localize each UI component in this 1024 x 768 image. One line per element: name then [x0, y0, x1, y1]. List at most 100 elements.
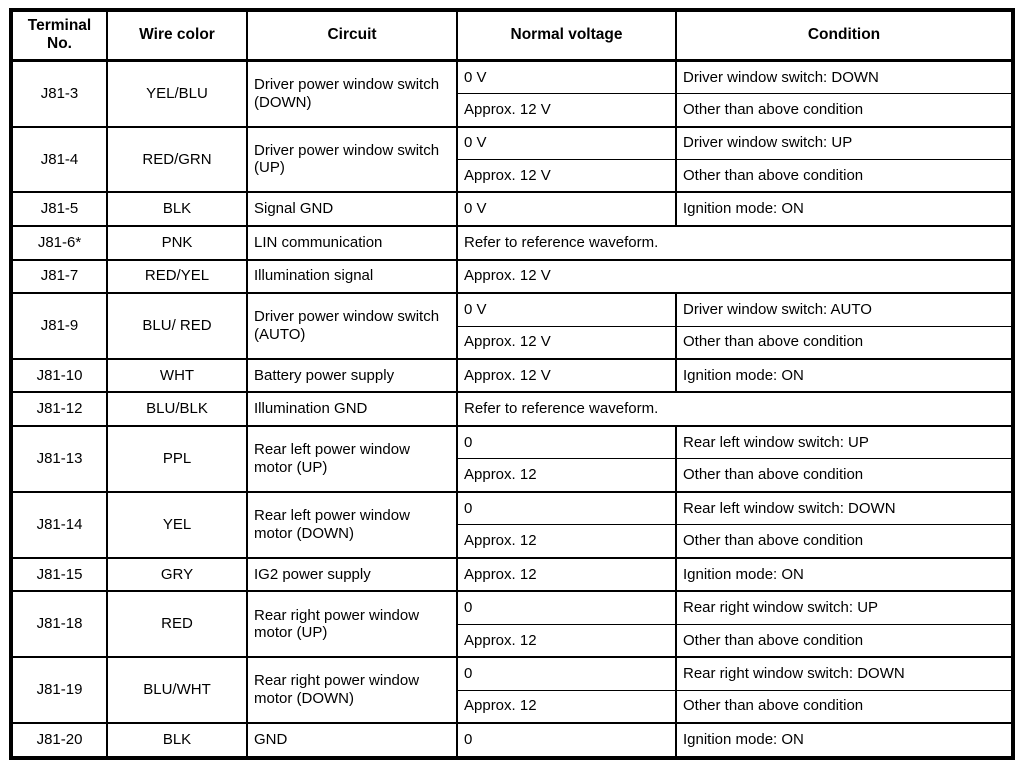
wire-color-cell: BLU/ RED [106, 292, 248, 359]
voltage-cell: 0 [456, 590, 677, 625]
table-row: Approx. 12 Other than above condition [11, 524, 1014, 558]
condition-cell: Rear left window switch: UP [675, 425, 1014, 459]
circuit-cell: Driver power window switch (UP) [246, 125, 458, 193]
table-row: Approx. 12 V Other than above condition [11, 93, 1014, 127]
wire-color-cell: BLU/BLK [106, 391, 248, 427]
wire-color-cell: GRY [106, 556, 248, 592]
voltage-cell: 0 [456, 656, 677, 691]
voltage-cell: Approx. 12 V [456, 325, 677, 359]
wire-color-cell: PPL [106, 425, 248, 492]
column-header-normal-voltage: Normal voltage [456, 10, 677, 62]
voltage-cell: 0 [456, 425, 677, 459]
circuit-cell: Illumination signal [246, 258, 458, 294]
condition-cell: Other than above condition [675, 93, 1014, 127]
wire-color-cell: BLK [106, 721, 248, 758]
table-row: Approx. 12 Other than above condition [11, 689, 1014, 723]
condition-cell: Ignition mode: ON [675, 191, 1014, 226]
voltage-cell: Approx. 12 V [456, 93, 677, 127]
table-row: J81-4 RED/GRN Driver power window switch (… [10, 125, 1014, 193]
table-row: J81-10 WHT Battery power supply Approx. 12 … [10, 357, 1014, 393]
condition-cell: Driver window switch: UP [675, 125, 1014, 160]
wire-color-cell: RED/GRN [106, 125, 248, 193]
terminal-cell: J81-7 [10, 258, 108, 294]
condition-cell: Other than above condition [675, 325, 1014, 359]
wire-color-cell: BLU/WHT [106, 656, 248, 723]
condition-cell: Rear right window switch: DOWN [675, 656, 1014, 691]
voltage-cell: Refer to reference waveform. [456, 224, 1014, 260]
terminal-cell: J81-19 [10, 656, 108, 723]
circuit-cell: Rear left power window motor (UP) [246, 425, 458, 492]
voltage-cell: 0 [456, 490, 677, 525]
terminal-cell: J81-14 [10, 490, 108, 558]
voltage-cell: Approx. 12 V [456, 258, 1014, 294]
terminal-table: Terminal No. Wire color Circuit Normal volt… [9, 8, 1015, 760]
voltage-cell: Approx. 12 V [456, 357, 677, 393]
terminal-cell: J81-18 [10, 590, 108, 658]
table-row: J81-15 GRY IG2 power supply Approx. 12 Ignit… [10, 556, 1014, 592]
circuit-cell: Illumination GND [246, 391, 458, 427]
terminal-cell: J81-20 [10, 721, 108, 758]
table-row: J81-5 BLK Signal GND 0 V Ignition mode: ON [10, 191, 1014, 226]
voltage-cell: 0 [456, 721, 677, 758]
column-header-circuit: Circuit [246, 10, 458, 62]
table-row: J81-6* PNK LIN communication Refer to refer… [10, 224, 1014, 260]
table-row: Approx. 12 V Other than above condition [11, 325, 1014, 359]
condition-cell: Driver window switch: AUTO [675, 292, 1014, 326]
table-row: J81-20 BLK GND 0 Ignition mode: ON [10, 721, 1014, 758]
terminal-cell: J81-3 [10, 59, 108, 127]
column-header-condition: Condition [675, 10, 1014, 62]
wire-color-cell: RED/YEL [106, 258, 248, 294]
voltage-cell: Refer to reference waveform. [456, 391, 1014, 427]
condition-cell: Rear left window switch: DOWN [675, 490, 1014, 525]
condition-cell: Other than above condition [675, 623, 1014, 658]
circuit-cell: Driver power window switch (AUTO) [246, 292, 458, 359]
terminal-cell: J81-12 [10, 391, 108, 427]
header-row: Terminal No. Wire color Circuit Normal volt… [10, 10, 1014, 62]
voltage-cell: Approx. 12 [456, 524, 677, 558]
terminal-cell: J81-9 [10, 292, 108, 359]
circuit-cell: Rear right power window motor (DOWN) [246, 656, 458, 723]
condition-cell: Other than above condition [675, 524, 1014, 558]
voltage-cell: Approx. 12 [456, 556, 677, 592]
condition-cell: Driver window switch: DOWN [675, 59, 1014, 94]
voltage-cell: Approx. 12 V [456, 158, 677, 193]
circuit-cell: Rear right power window motor (UP) [246, 590, 458, 658]
circuit-cell: Battery power supply [246, 357, 458, 393]
voltage-cell: Approx. 12 [456, 458, 677, 492]
terminal-cell: J81-6* [10, 224, 108, 260]
table-row: J81-14 YEL Rear left power window motor (D… [10, 490, 1014, 558]
table-row: Approx. 12 Other than above condition [11, 623, 1014, 658]
wire-color-cell: PNK [106, 224, 248, 260]
terminal-cell: J81-13 [10, 425, 108, 492]
terminal-cell: J81-4 [10, 125, 108, 193]
table-row: Approx. 12 Other than above condition [11, 458, 1014, 492]
wire-color-cell: YEL [106, 490, 248, 558]
wire-color-cell: YEL/BLU [106, 59, 248, 127]
table-row: J81-12 BLU/BLK Illumination GND Refer to re… [10, 391, 1014, 427]
table-row: J81-13 PPL Rear left power window motor (U… [10, 425, 1014, 492]
table-row: J81-7 RED/YEL Illumination signal Approx. 1… [10, 258, 1014, 294]
condition-cell: Other than above condition [675, 458, 1014, 492]
circuit-cell: Signal GND [246, 191, 458, 226]
circuit-cell: Driver power window switch (DOWN) [246, 59, 458, 127]
wire-color-cell: RED [106, 590, 248, 658]
table-row: J81-3 YEL/BLU Driver power window switch (… [10, 59, 1014, 127]
voltage-cell: 0 V [456, 292, 677, 326]
table-row: J81-19 BLU/WHT Rear right power window mot… [10, 656, 1014, 723]
circuit-cell: IG2 power supply [246, 556, 458, 592]
table-body: J81-3 YEL/BLU Driver power window switch (… [10, 59, 1014, 758]
terminal-cell: J81-10 [10, 357, 108, 393]
circuit-cell: GND [246, 721, 458, 758]
terminal-cell: J81-5 [10, 191, 108, 226]
column-header-terminal-no: Terminal No. [10, 10, 108, 62]
circuit-cell: LIN communication [246, 224, 458, 260]
voltage-cell: 0 V [456, 59, 677, 94]
voltage-cell: 0 V [456, 125, 677, 160]
table-row: Approx. 12 V Other than above condition [11, 158, 1014, 193]
voltage-cell: Approx. 12 [456, 623, 677, 658]
condition-cell: Other than above condition [675, 689, 1014, 723]
condition-cell: Rear right window switch: UP [675, 590, 1014, 625]
circuit-cell: Rear left power window motor (DOWN) [246, 490, 458, 558]
condition-cell: Ignition mode: ON [675, 357, 1014, 393]
